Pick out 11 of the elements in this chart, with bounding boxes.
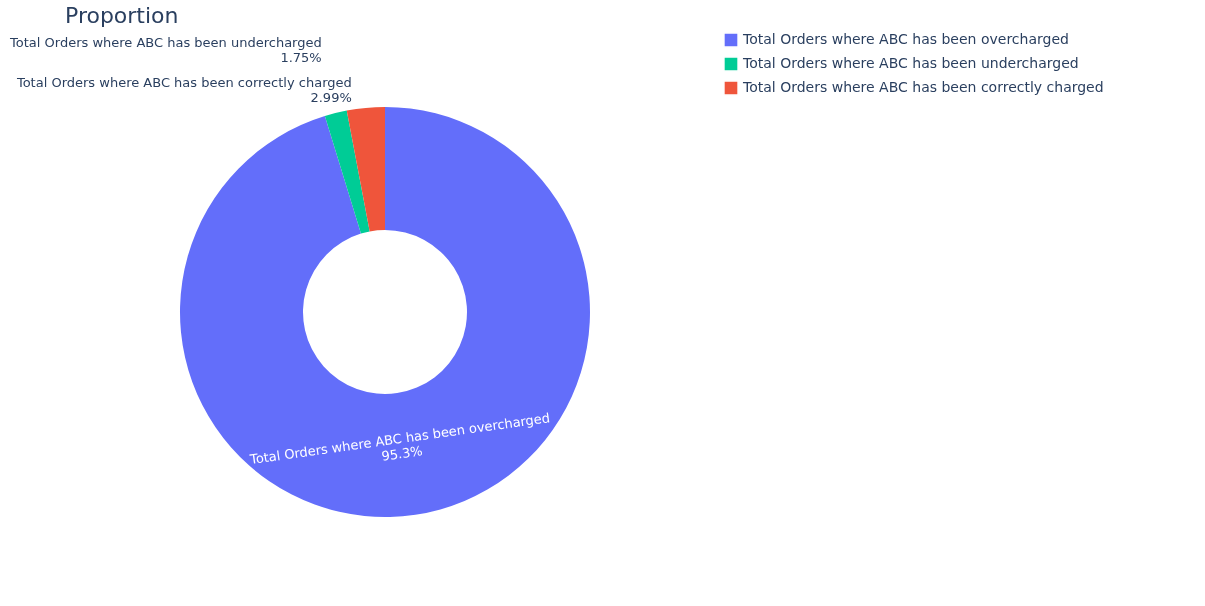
legend-label: Total Orders where ABC has been correctly charged xyxy=(742,79,1104,95)
chart-title: Proportion xyxy=(65,3,179,28)
category-label: Total Orders where ABC has been undercharged xyxy=(10,35,322,50)
legend-label: Total Orders where ABC has been undercharged xyxy=(742,55,1079,71)
donut-slice xyxy=(346,107,385,232)
data-label: 1.75% xyxy=(280,50,322,65)
donut-slice xyxy=(324,110,370,234)
legend-label: Total Orders where ABC has been overcharged xyxy=(742,31,1069,47)
data-label: 2.99% xyxy=(310,90,352,105)
donut-slice xyxy=(180,107,590,517)
slice-label: Total Orders where ABC has been correctly charged xyxy=(15,75,352,90)
